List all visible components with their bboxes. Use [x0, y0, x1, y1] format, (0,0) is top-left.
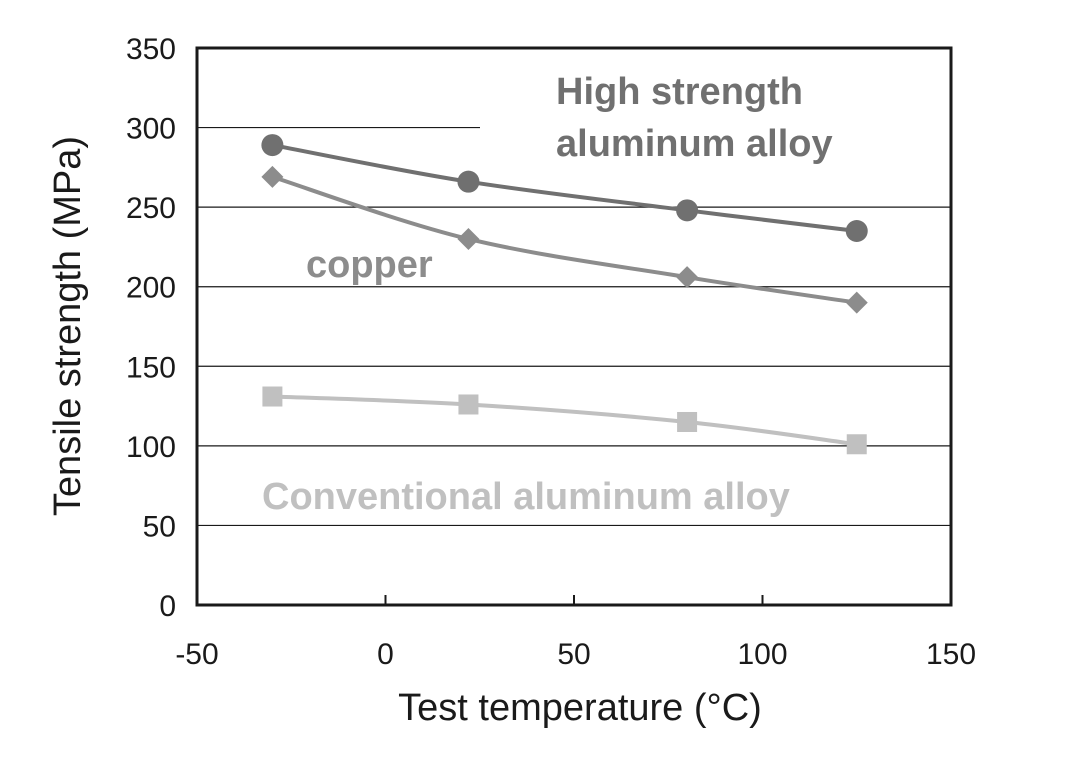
series-high-strength-aluminum-alloy [261, 134, 868, 243]
grid-lines [197, 126, 951, 527]
data-point-high-strength-aluminum-alloy-2 [676, 199, 699, 222]
y-tick-label-250: 250 [126, 192, 176, 225]
data-point-conventional-aluminum-alloy-3 [846, 434, 867, 455]
series-label-copper: copper [306, 244, 433, 286]
series-line-conventional-aluminum-alloy [272, 394, 858, 447]
y-axis-ticks: 0 50 100 150 200 250 300 350 [126, 33, 176, 623]
data-point-high-strength-aluminum-alloy-1 [457, 170, 480, 193]
data-point-high-strength-aluminum-alloy-3 [845, 220, 868, 243]
x-tick-label-0: 0 [377, 638, 394, 671]
series-line-copper [271, 174, 858, 305]
data-point-conventional-aluminum-alloy-1 [458, 394, 479, 415]
y-tick-label-100: 100 [126, 431, 176, 464]
y-tick-label-200: 200 [126, 272, 176, 305]
x-tick-label-150: 150 [926, 638, 976, 671]
y-tick-label-150: 150 [126, 351, 176, 384]
data-point-conventional-aluminum-alloy-0 [262, 386, 283, 407]
series-line-high-strength-aluminum-alloy [272, 143, 857, 233]
series-copper [261, 165, 868, 314]
data-point-copper-2 [676, 266, 699, 289]
y-axis-title: Tensile strength (MPa) [47, 136, 89, 516]
data-point-copper-0 [261, 165, 284, 188]
x-axis-title: Test temperature (°C) [398, 687, 762, 729]
data-point-copper-1 [457, 227, 480, 250]
y-tick-label-300: 300 [126, 113, 176, 146]
data-point-copper-3 [845, 291, 868, 314]
x-axis-ticks: -50 0 50 100 150 [175, 595, 976, 671]
series-group [261, 134, 868, 455]
series-conventional-aluminum-alloy [262, 386, 867, 455]
series-label-high-strength-aluminum-alloy: High strength aluminum alloy [556, 71, 833, 165]
y-tick-label-350: 350 [126, 33, 176, 66]
series-label-conventional-aluminum-alloy: Conventional aluminum alloy [262, 476, 790, 518]
y-tick-label-50: 50 [143, 510, 176, 543]
series-labels: High strength aluminum alloy copper Convent… [262, 71, 833, 518]
x-tick-label--50: -50 [175, 638, 218, 671]
x-tick-label-50: 50 [557, 638, 590, 671]
data-point-high-strength-aluminum-alloy-0 [261, 134, 284, 157]
x-tick-label-100: 100 [737, 638, 787, 671]
data-point-conventional-aluminum-alloy-2 [677, 411, 698, 432]
y-tick-label-0: 0 [159, 590, 176, 623]
